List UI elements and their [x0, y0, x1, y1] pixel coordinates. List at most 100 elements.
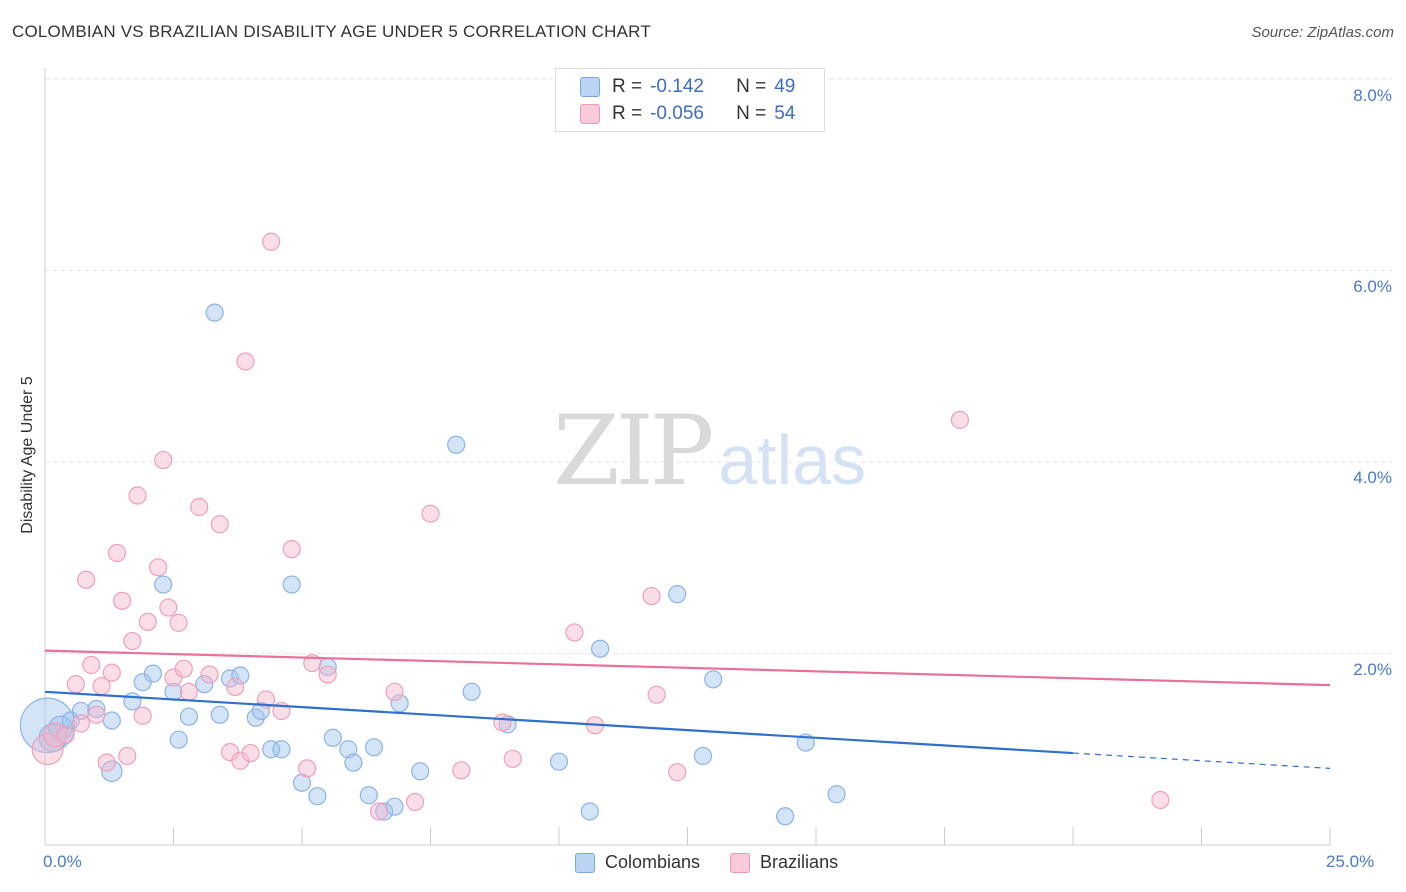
stats-legend: R = -0.142 N = 49 R = -0.056 N = 54 [555, 68, 825, 132]
r-value: -0.056 [650, 103, 704, 124]
y-tick-label-6: 6.0% [1353, 277, 1392, 296]
colombian-point [205, 303, 224, 322]
brazilian-point [210, 515, 229, 534]
legend-item-brazilians[interactable]: Brazilians [730, 852, 838, 873]
y-tick-label-8: 8.0% [1353, 86, 1392, 105]
colombian-point [143, 664, 163, 683]
watermark: ZIP atlas [553, 395, 866, 507]
colombians-trend-line [44, 690, 1074, 755]
n-value: 49 [774, 76, 796, 97]
brazilian-point [452, 761, 471, 780]
brazilians-swatch [580, 104, 600, 124]
brazilian-point [236, 352, 255, 371]
colombians-swatch [580, 77, 600, 97]
colombian-point [231, 666, 250, 685]
y-tick-label-2: 2.0% [1353, 660, 1392, 679]
colombian-point [272, 740, 291, 759]
brazilian-point [118, 746, 137, 766]
colombian-point [102, 711, 121, 730]
brazilian-point [950, 410, 970, 429]
watermark-atlas: atlas [718, 421, 867, 499]
legend-item-colombians[interactable]: Colombians [575, 852, 700, 873]
r-label: R = [612, 76, 643, 97]
brazilian-point [370, 802, 389, 821]
colombians-trend-line-dashed [1072, 752, 1331, 769]
colombian-point [549, 752, 569, 771]
brazilian-point [405, 792, 425, 812]
colombian-point [169, 730, 188, 749]
colombian-point [344, 753, 363, 772]
n-label: N = [736, 103, 767, 124]
brazilian-point [31, 733, 64, 766]
brazilian-point [128, 486, 147, 505]
colombian-point [447, 435, 466, 454]
colombian-point [292, 773, 312, 792]
colombian-point [827, 785, 846, 804]
n-value: 54 [774, 103, 796, 124]
stats-row-colombians: R = -0.142 N = 49 [580, 74, 795, 100]
brazilian-point [318, 665, 337, 684]
brazilian-point [385, 682, 404, 701]
brazilian-point [647, 685, 666, 704]
brazilian-point [159, 598, 178, 617]
colombian-point [210, 705, 229, 724]
colombian-point [580, 802, 599, 821]
brazilian-point [668, 763, 687, 782]
brazilian-point [226, 677, 245, 697]
colombian-point [123, 692, 142, 711]
series-legend: Colombians Brazilians [575, 852, 868, 873]
colombian-point [375, 802, 394, 821]
brazilian-point [503, 749, 522, 768]
brazilian-point [174, 659, 193, 678]
brazilian-point [493, 713, 512, 732]
brazilians-points [31, 232, 1170, 821]
brazilian-point [241, 743, 260, 763]
brazilian-point [42, 722, 68, 748]
brazilian-point [565, 623, 584, 642]
brazilians-legend-swatch [730, 852, 751, 873]
brazilian-point [133, 706, 152, 725]
stats-row-brazilians: R = -0.056 N = 54 [580, 101, 795, 127]
brazilian-point [97, 753, 116, 772]
r-label: R = [612, 103, 643, 124]
brazilian-point [190, 497, 209, 517]
brazilian-point [107, 543, 127, 563]
brazilian-point [298, 759, 317, 778]
brazilian-point [71, 714, 91, 733]
watermark-zip: ZIP [553, 395, 714, 507]
brazilian-point [87, 705, 106, 724]
colombians-legend-swatch [575, 852, 595, 873]
colombian-point [308, 787, 327, 806]
colombian-point [411, 762, 430, 781]
y-tick-label-4: 4.0% [1353, 468, 1392, 487]
brazilian-point [421, 504, 440, 523]
brazilian-point [138, 612, 157, 632]
brazilian-point [179, 682, 199, 701]
brazilian-point [262, 232, 281, 251]
colombian-point [251, 701, 270, 721]
brazilian-point [282, 540, 301, 559]
colombian-point [195, 675, 214, 694]
colombian-point [87, 699, 106, 719]
y-axis-label: Disability Age Under 5 [19, 376, 36, 534]
brazilian-point [123, 631, 142, 651]
brazilian-point [56, 725, 75, 744]
colombian-point [101, 760, 123, 783]
brazilian-point [112, 591, 132, 610]
colombian-point [390, 694, 409, 713]
colombian-point [704, 670, 723, 689]
colombian-point [262, 740, 281, 759]
chart-title: COLOMBIAN VS BRAZILIAN DISABILITY AGE UN… [12, 22, 651, 41]
legend-label-brazilians: Brazilians [760, 852, 839, 872]
colombian-point [71, 701, 91, 721]
colombians-points [19, 303, 846, 826]
colombian-point [179, 707, 199, 726]
colombian-point [364, 738, 384, 757]
colombian-point [693, 746, 713, 766]
brazilian-point [200, 665, 219, 684]
colombian-point [282, 575, 301, 594]
brazilian-point [82, 655, 101, 675]
colombian-point [385, 797, 404, 816]
brazilian-point [642, 586, 661, 606]
trend-layer [44, 649, 1331, 769]
